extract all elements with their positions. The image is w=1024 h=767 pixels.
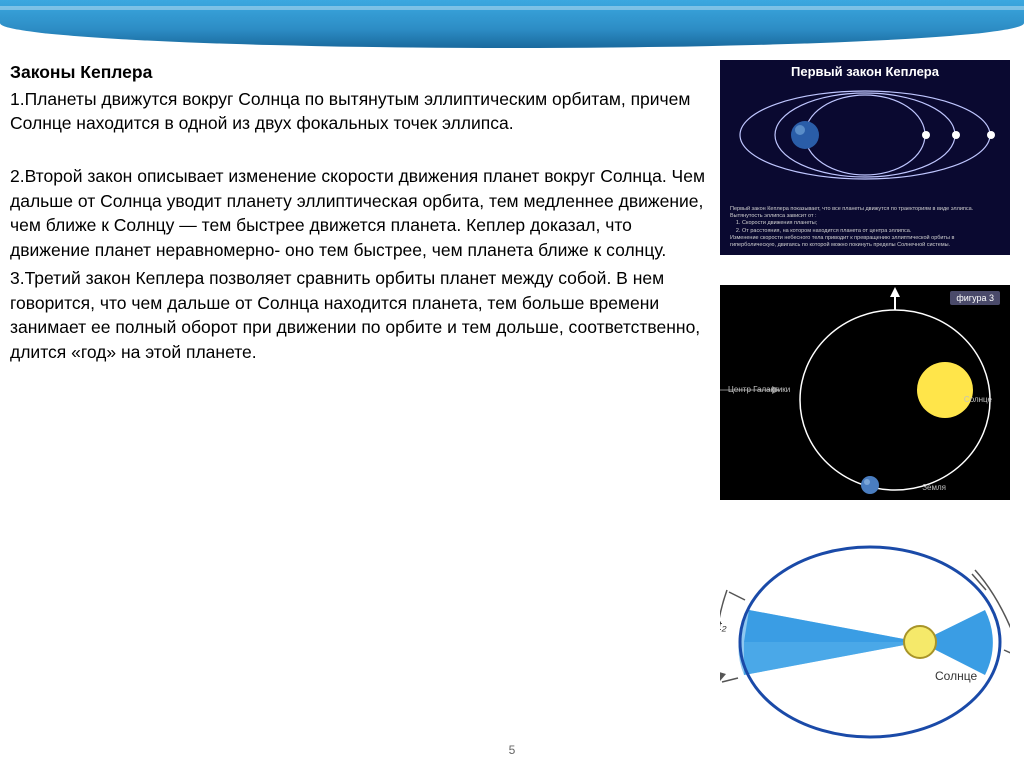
figure-1-caption-item: Скорости движения планеты; bbox=[742, 220, 1000, 227]
figure-1-diagram bbox=[730, 80, 1000, 190]
content-area: Законы Кеплера 1.Планеты движутся вокруг… bbox=[0, 48, 1024, 755]
figure-2-earth-label: Земля bbox=[922, 483, 946, 492]
figure-3-sun-label: Солнце bbox=[935, 669, 977, 683]
figure-2-sun-label: Солнце bbox=[964, 395, 992, 404]
figure-1-title: Первый закон Кеплера bbox=[720, 60, 1010, 79]
figure-2-badge: фигура 3 bbox=[950, 291, 1000, 305]
law-1-text: 1.Планеты движутся вокруг Солнца по вытя… bbox=[10, 87, 710, 136]
page-number: 5 bbox=[509, 743, 516, 757]
figure-1-caption-intro: Первый закон Кеплера показывает, что все… bbox=[730, 206, 973, 219]
page-header-banner bbox=[0, 0, 1024, 48]
t2-label: t₂ bbox=[720, 618, 727, 633]
figure-1-caption-end: Изменение скорости небесного тела привод… bbox=[730, 235, 954, 248]
law-3-text: 3.Третий закон Кеплера позволяет сравнит… bbox=[10, 266, 710, 364]
figure-1-caption: Первый закон Кеплера показывает, что все… bbox=[730, 206, 1000, 249]
figure-2-center-label: Центр Галактики bbox=[728, 385, 790, 394]
law-2-text: 2.Второй закон описывает изменение скоро… bbox=[10, 164, 710, 262]
figure-1-caption-item: От расстояния, на котором находится план… bbox=[742, 228, 1000, 235]
figure-1-kepler-first-law: Первый закон Кеплера Первый закон Кеплер… bbox=[720, 60, 1010, 255]
figure-column: Первый закон Кеплера Первый закон Кеплер… bbox=[720, 60, 1010, 755]
figure-3-kepler-second-law: t₁ t₂ Солнце bbox=[720, 530, 1010, 755]
text-column: Законы Кеплера 1.Планеты движутся вокруг… bbox=[10, 60, 710, 755]
slide-title: Законы Кеплера bbox=[10, 60, 710, 85]
figure-2-orbit: фигура 3 Центр Галактики Солнце Земля bbox=[720, 285, 1010, 500]
figure-3-diagram: t₁ t₂ Солнце bbox=[720, 530, 1010, 755]
